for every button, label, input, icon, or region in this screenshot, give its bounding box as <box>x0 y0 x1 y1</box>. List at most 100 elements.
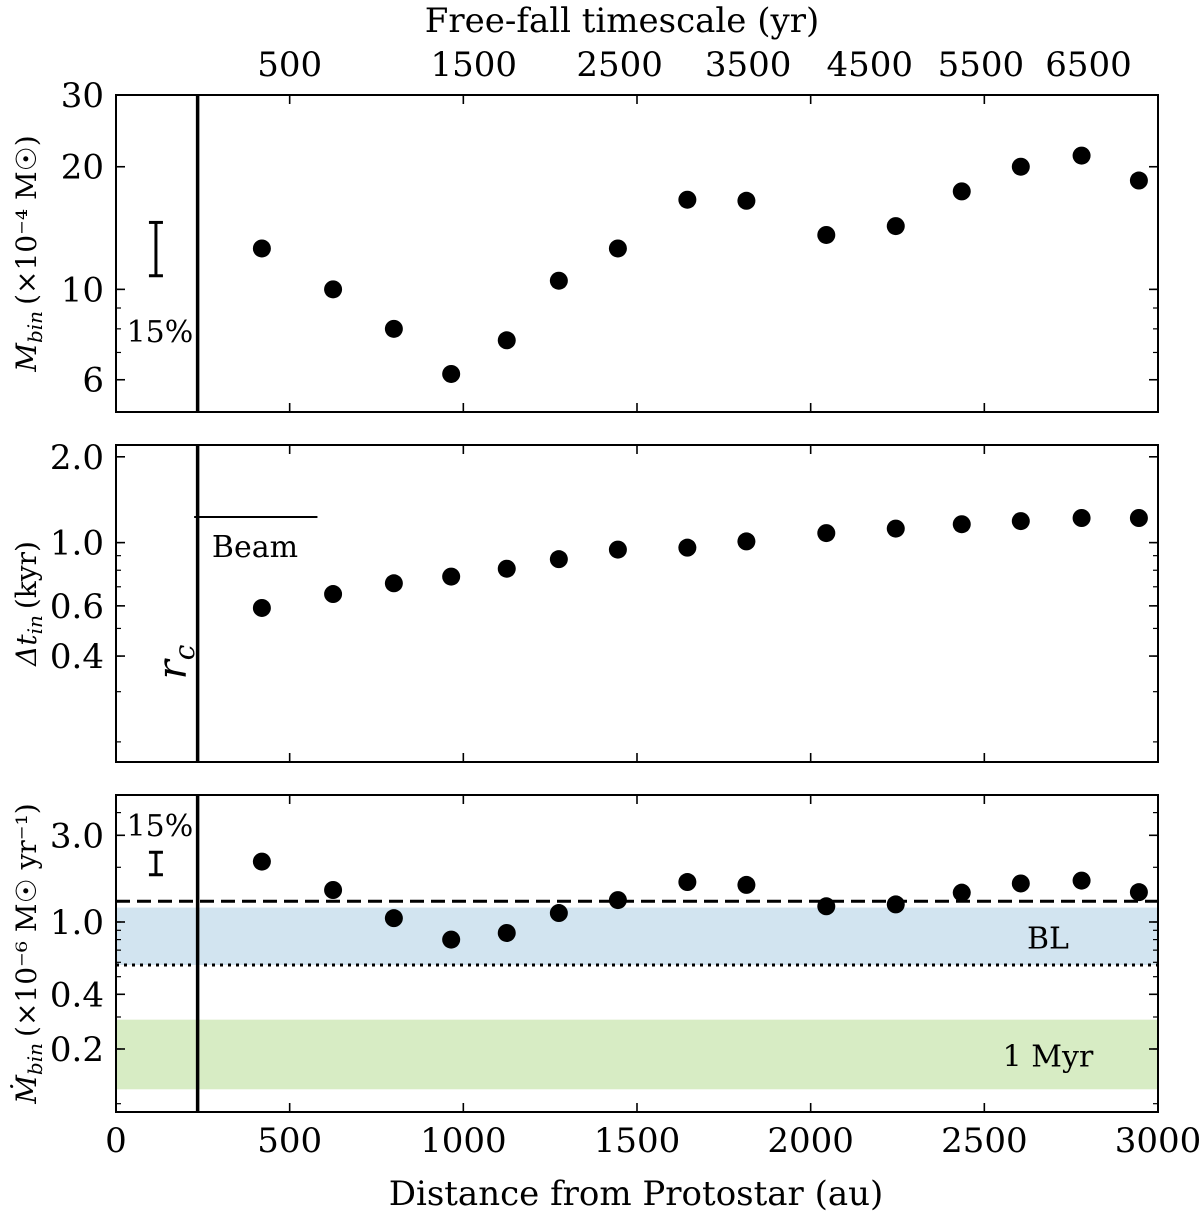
top-axis: Free-fall timescale (yr) 500 1500 2500 3500… <box>257 1 1132 85</box>
data-point <box>737 875 756 894</box>
y-axis-label-sub: bin <box>23 311 47 343</box>
y-tick-label: 3.0 <box>50 816 104 856</box>
data-point <box>737 532 756 551</box>
y-tick-label: 10 <box>61 270 104 310</box>
y-axis-label-unit: (×10⁻⁶ M☉ yr⁻¹) <box>10 803 43 1037</box>
data-point <box>497 559 516 578</box>
band-label-0: BL <box>1027 921 1069 956</box>
data-point <box>1011 874 1030 893</box>
data-point <box>886 519 905 538</box>
top-ticks: 500 1500 2500 3500 4500 5500 6500 <box>257 45 1132 85</box>
data-point <box>324 881 343 900</box>
x-tick-label: 2000 <box>767 1121 854 1161</box>
panel-bottom-accretion-rate: BL 1 Myr 0.2 0.4 1.0 3.0 Ṁbin (×10⁻⁶ M☉ yr⁻¹) 15… <box>10 794 1159 1113</box>
x-tick-label: 2500 <box>941 1121 1028 1161</box>
x-tick-label: 3000 <box>1115 1121 1200 1161</box>
panel-frame <box>115 94 1159 413</box>
data-point <box>384 909 403 928</box>
data-point <box>549 271 568 290</box>
data-point <box>1072 508 1091 527</box>
y-axis-label: Mbin (×10⁻⁴ M☉) <box>10 135 47 372</box>
data-point <box>608 239 627 258</box>
data-point <box>952 182 971 201</box>
data-point <box>497 331 516 350</box>
x-tick-label: 1000 <box>420 1121 507 1161</box>
data-point <box>886 895 905 914</box>
y-axis-label: Δtin (kyr) <box>10 541 47 667</box>
y-tick-label: 6 <box>82 361 104 401</box>
panel-frame <box>115 444 1159 763</box>
x-tick-label: 500 <box>257 1121 322 1161</box>
data-point <box>678 873 697 892</box>
data-point <box>886 217 905 236</box>
top-tick-label: 1500 <box>430 45 517 85</box>
data-point <box>549 904 568 923</box>
band-1 <box>116 1019 1158 1090</box>
top-tick-label: 5500 <box>938 45 1025 85</box>
data-point <box>817 524 836 543</box>
panel-top-mass: 6 10 20 30 Mbin (×10⁻⁴ M☉) 15% <box>10 76 1159 413</box>
y-tick-label: 0.6 <box>50 587 104 627</box>
y-tick-label: 30 <box>61 76 104 116</box>
data-point <box>817 225 836 244</box>
data-point <box>1011 512 1030 531</box>
x-axis-title: Distance from Protostar (au) <box>389 1174 884 1214</box>
y-axis-label-unit: (kyr) <box>10 541 43 609</box>
y-axis-label-main: M <box>10 342 43 373</box>
top-tick-label: 500 <box>257 45 322 85</box>
data-point <box>608 891 627 910</box>
y-axis-label-main: Ṁ <box>10 1074 43 1105</box>
x-tick-label: 0 <box>105 1121 127 1161</box>
rc-label: rc <box>150 644 201 679</box>
top-tick-label: 4500 <box>826 45 913 85</box>
data-point <box>1072 871 1091 890</box>
data-point <box>252 852 271 871</box>
data-point <box>952 883 971 902</box>
panel-middle-infall-time: 0.4 0.6 1.0 2.0 Δtin (kyr) Beam rc <box>10 438 1159 763</box>
data-point <box>324 280 343 299</box>
data-point <box>324 585 343 604</box>
data-point <box>497 923 516 942</box>
data-point <box>1129 508 1148 527</box>
error-bar-label: 15% <box>127 315 194 350</box>
x-tick-label: 1500 <box>594 1121 681 1161</box>
y-tick-label: 0.4 <box>50 975 104 1015</box>
top-tick-label: 2500 <box>576 45 663 85</box>
y-axis-label-sub: bin <box>23 1043 47 1075</box>
data-point <box>442 930 461 949</box>
data-point <box>384 319 403 338</box>
y-axis-label: Ṁbin (×10⁻⁶ M☉ yr⁻¹) <box>10 803 47 1105</box>
error-bar-label: 15% <box>127 809 194 844</box>
band-label-1: 1 Myr <box>1003 1039 1094 1074</box>
data-point <box>1129 171 1148 190</box>
data-point <box>678 190 697 209</box>
top-tick-label: 6500 <box>1045 45 1132 85</box>
y-tick-label: 2.0 <box>50 438 104 478</box>
beam-label: Beam <box>212 530 298 565</box>
data-point <box>1072 146 1091 165</box>
y-tick-label: 0.4 <box>50 637 104 677</box>
y-axis-label-unit: (×10⁻⁴ M☉) <box>10 135 43 305</box>
y-tick-label: 1.0 <box>50 524 104 564</box>
data-point <box>952 515 971 534</box>
y-tick-label: 0.2 <box>50 1030 104 1070</box>
y-tick-label: 1.0 <box>50 903 104 943</box>
y-tick-label: 20 <box>61 148 104 188</box>
x-tick-labels: 0 500 1000 1500 2000 2500 3000 <box>105 1121 1200 1161</box>
data-point <box>817 897 836 916</box>
top-axis-title: Free-fall timescale (yr) <box>425 1 819 41</box>
data-point <box>1011 157 1030 176</box>
data-point <box>442 567 461 586</box>
y-axis-label-main: Δt <box>10 634 43 667</box>
data-point <box>442 364 461 383</box>
data-point <box>549 550 568 569</box>
data-point <box>608 540 627 559</box>
rc-label-sub: c <box>168 644 201 660</box>
band-0 <box>116 907 1158 965</box>
rc-label-main: r <box>150 657 196 679</box>
y-axis-label-sub: in <box>23 615 47 634</box>
top-tick-label: 3500 <box>705 45 792 85</box>
data-point <box>252 239 271 258</box>
